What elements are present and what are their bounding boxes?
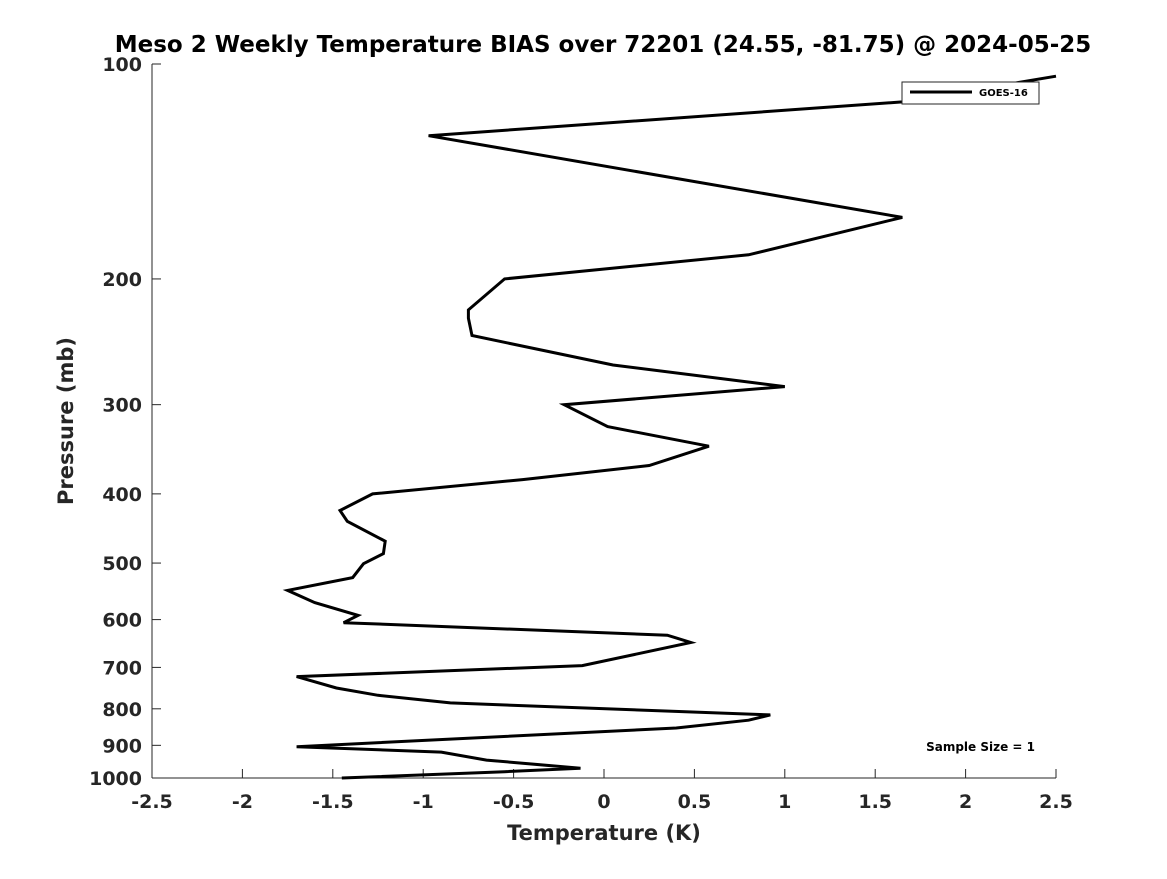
x-tick-label: -0.5 — [493, 791, 535, 813]
x-tick-label: 1.5 — [858, 791, 892, 813]
y-ticks: 100 200 300 400 500 600 700 800 900 1000 — [89, 54, 161, 790]
x-tick-label: 2.5 — [1039, 791, 1073, 813]
x-ticks: -2.5 -2 -1.5 -1 -0.5 0 0.5 1 1.5 2 2.5 — [131, 769, 1073, 813]
x-tick-label: 1 — [778, 791, 791, 813]
x-tick-label: 2 — [959, 791, 972, 813]
x-tick-label: -1.5 — [312, 791, 354, 813]
legend: GOES-16 — [901, 81, 1040, 105]
sample-size-annotation: Sample Size = 1 — [926, 740, 1035, 754]
chart-title: Meso 2 Weekly Temperature BIAS over 7220… — [115, 32, 1092, 58]
x-axis-label: Temperature (K) — [507, 821, 701, 845]
y-axis-label: Pressure (mb) — [54, 337, 78, 505]
x-tick-label: 0 — [597, 791, 610, 813]
y-tick-label: 400 — [102, 484, 142, 506]
x-tick-label: 0.5 — [678, 791, 712, 813]
y-tick-label: 800 — [102, 699, 142, 721]
y-tick-label: 900 — [102, 735, 142, 757]
series-line-goes-16 — [282, 74, 1057, 780]
y-tick-label: 600 — [102, 610, 142, 632]
y-tick-label: 700 — [102, 657, 142, 679]
x-tick-label: -2 — [232, 791, 253, 813]
y-tick-label: 300 — [102, 395, 142, 417]
series-group — [282, 74, 1057, 780]
y-tick-label: 500 — [102, 553, 142, 575]
legend-label-goes-16: GOES-16 — [979, 88, 1028, 99]
x-tick-label: -1 — [413, 791, 434, 813]
y-tick-label: 200 — [102, 269, 142, 291]
y-tick-label: 1000 — [89, 768, 142, 790]
x-tick-label: -2.5 — [131, 791, 173, 813]
y-tick-label: 100 — [102, 54, 142, 76]
